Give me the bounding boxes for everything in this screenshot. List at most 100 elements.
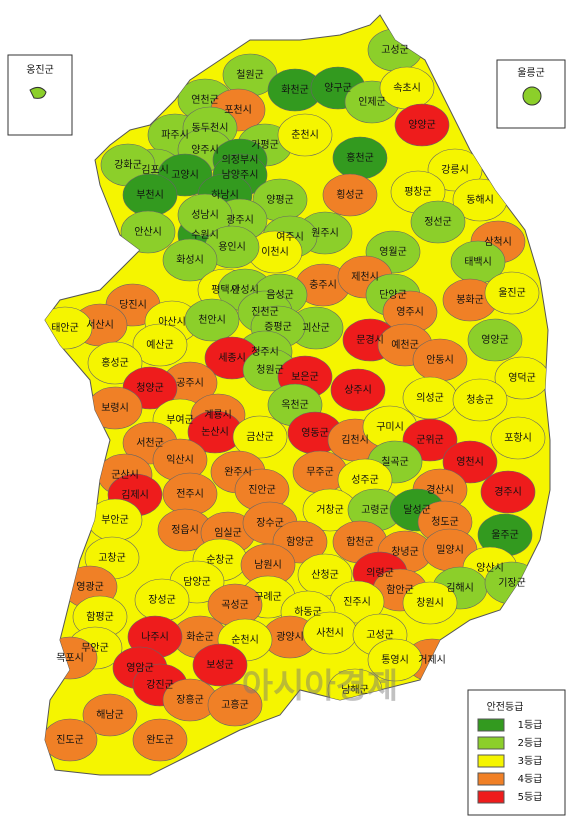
region — [177, 193, 233, 237]
region-label: 홍천군 — [346, 151, 374, 164]
region-label: 보령시 — [101, 402, 129, 414]
region-label: 영월군 — [379, 246, 407, 258]
region-label: 괴산군 — [302, 322, 330, 334]
region-label: 예천군 — [391, 339, 419, 351]
region-label: 성남시 — [191, 209, 219, 221]
region — [87, 341, 143, 385]
region-label: 경주시 — [494, 485, 522, 498]
region-label: 단양군 — [379, 289, 407, 301]
region-label: 평창군 — [404, 186, 432, 198]
region — [442, 440, 498, 484]
region-label: 구례군 — [254, 591, 282, 603]
region-label: 강진군 — [146, 679, 174, 691]
legend-title: 안전등급 — [487, 701, 524, 713]
region-label: 익산시 — [166, 454, 194, 466]
region — [427, 148, 483, 192]
region-label: 청양군 — [136, 382, 164, 394]
region-label: 포항시 — [504, 432, 532, 444]
region-label: 진안군 — [248, 484, 276, 496]
region — [45, 718, 98, 762]
region-label: 공주시 — [176, 377, 204, 389]
region-label: 남원시 — [254, 559, 282, 571]
island — [522, 86, 542, 106]
region-label: 거창군 — [316, 504, 344, 516]
region-label: 여주시 — [276, 231, 304, 243]
region-label: 달성군 — [403, 504, 431, 516]
region — [120, 210, 176, 254]
island — [29, 86, 47, 99]
region-label: 가평군 — [251, 139, 279, 151]
region — [480, 470, 536, 514]
inset-label: 울릉군 — [517, 67, 545, 79]
region-label: 파주시 — [161, 129, 189, 141]
region — [132, 718, 188, 762]
region-label: 곡성군 — [221, 599, 249, 611]
region-label: 광주시 — [226, 214, 254, 226]
region-label: 장흥군 — [176, 693, 204, 706]
legend-label: 4등급 — [518, 773, 543, 785]
region-label: 횡성군 — [336, 189, 364, 201]
region-label: 청송군 — [466, 394, 494, 406]
region — [467, 318, 523, 362]
region-label: 창원시 — [416, 597, 444, 609]
region-label: 인제군 — [358, 96, 386, 108]
region-label: 태백시 — [464, 256, 492, 268]
region-label: 청주시 — [251, 346, 279, 358]
region-label: 거제시 — [418, 654, 446, 666]
legend-swatch — [477, 754, 505, 768]
region-label: 음성군 — [266, 289, 294, 301]
region-label: 영주시 — [396, 306, 424, 318]
region-label: 정읍시 — [171, 524, 199, 536]
region — [277, 113, 333, 157]
region-label: 화천군 — [281, 84, 309, 96]
region-label: 강릉시 — [441, 164, 469, 176]
region-label: 군산시 — [111, 469, 139, 481]
region-label: 광양시 — [276, 631, 304, 643]
region-label: 밀양시 — [436, 544, 464, 556]
region-label: 임실군 — [214, 526, 242, 539]
region-label: 이천시 — [261, 246, 289, 258]
legend-label: 2등급 — [518, 737, 543, 749]
legend-swatch — [477, 790, 505, 804]
region-label: 영동군 — [301, 427, 329, 439]
region — [162, 238, 218, 282]
region-label: 양구군 — [324, 82, 352, 94]
legend-swatch — [477, 718, 505, 732]
region — [394, 103, 450, 147]
region-label: 함안군 — [386, 584, 414, 596]
region-label: 무안군 — [81, 642, 109, 654]
region-label: 제천시 — [351, 271, 379, 283]
region-label: 연천군 — [191, 94, 219, 106]
region-label: 김천시 — [341, 434, 369, 446]
region-label: 목포시 — [56, 652, 84, 664]
region-label: 세종시 — [218, 352, 246, 364]
region-label: 화성시 — [176, 254, 204, 266]
region — [452, 378, 508, 422]
region-label: 포천시 — [224, 104, 252, 116]
region-label: 영광군 — [76, 581, 104, 593]
region — [490, 416, 546, 460]
region-label: 삼척시 — [484, 236, 512, 248]
region-label: 양평군 — [266, 194, 294, 206]
region — [330, 368, 386, 412]
region — [132, 323, 188, 367]
region-label: 충주시 — [309, 279, 337, 291]
region-label: 화순군 — [186, 631, 214, 643]
region-label: 안성시 — [231, 284, 259, 296]
region-label: 순천시 — [231, 634, 259, 646]
region-label: 영양군 — [481, 334, 509, 346]
region-label: 서천군 — [136, 437, 164, 449]
region-label: 봉화군 — [456, 294, 484, 306]
region-label: 영덕군 — [508, 372, 536, 384]
region-label: 수원시 — [191, 229, 219, 241]
region-label: 서산시 — [86, 319, 114, 331]
regions — [45, 28, 550, 762]
region-label: 홍성군 — [101, 356, 129, 369]
region-label: 함평군 — [86, 611, 114, 623]
region-label: 천안시 — [198, 314, 226, 326]
legend-swatch — [477, 736, 505, 750]
legend-swatch — [477, 772, 505, 786]
region-label: 고령군 — [361, 504, 389, 516]
region-label: 안동시 — [426, 354, 454, 366]
